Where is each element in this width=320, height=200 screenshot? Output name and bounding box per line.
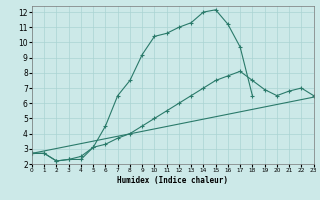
X-axis label: Humidex (Indice chaleur): Humidex (Indice chaleur)	[117, 176, 228, 185]
